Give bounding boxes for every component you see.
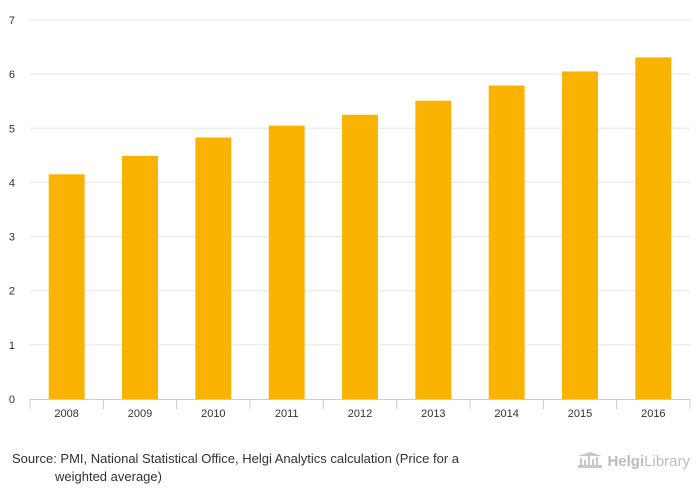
y-tick-label: 0 xyxy=(9,394,15,406)
y-axis-ticks: 0 1 2 3 4 5 6 7 xyxy=(9,15,15,406)
y-tick-label: 6 xyxy=(9,69,15,81)
x-tick-label: 2009 xyxy=(128,408,152,420)
x-tick-label: 2013 xyxy=(421,408,445,420)
y-tick-label: 7 xyxy=(9,15,15,27)
x-tick-label: 2014 xyxy=(494,408,518,420)
bar-2012 xyxy=(342,114,378,399)
source-line-2: weighted average) xyxy=(55,469,162,484)
bar-2010 xyxy=(195,137,232,400)
x-tick-label: 2015 xyxy=(568,408,592,420)
y-tick-label: 4 xyxy=(9,177,15,189)
bar-2009 xyxy=(122,155,158,399)
logo-text-library: Library xyxy=(644,452,690,470)
logo-text-helgi: Helgi xyxy=(607,452,645,470)
x-axis: 2008 2009 2010 2011 2012 2013 2014 2015 2016 xyxy=(29,399,691,420)
bars xyxy=(48,57,672,400)
y-tick-label: 2 xyxy=(9,286,15,298)
bar-2016 xyxy=(635,57,672,399)
x-tick-label: 2010 xyxy=(201,408,225,420)
bar-2013 xyxy=(415,100,452,400)
y-tick-label: 1 xyxy=(9,340,15,352)
library-building-icon xyxy=(578,452,603,468)
bar-2015 xyxy=(562,71,598,399)
x-tick-label: 2008 xyxy=(54,408,78,420)
source-line-1: Source: PMI, National Statistical Office… xyxy=(12,451,460,466)
bar-2011 xyxy=(268,125,305,399)
source-note: Source: PMI, National Statistical Office… xyxy=(12,450,532,486)
bar-2014 xyxy=(488,85,525,400)
x-tick-label: 2012 xyxy=(348,408,372,420)
helgi-library-logo: HelgiLibrary xyxy=(577,452,690,470)
y-tick-label: 5 xyxy=(9,123,15,135)
y-tick-label: 3 xyxy=(9,232,15,244)
bar-chart: 0 1 2 3 4 5 6 7 2008 2009 2010 2011 2012 2013 2014 201… xyxy=(9,15,691,420)
x-tick-label: 2011 xyxy=(275,408,299,420)
x-tick-label: 2016 xyxy=(641,408,665,420)
bar-2008 xyxy=(48,174,85,399)
